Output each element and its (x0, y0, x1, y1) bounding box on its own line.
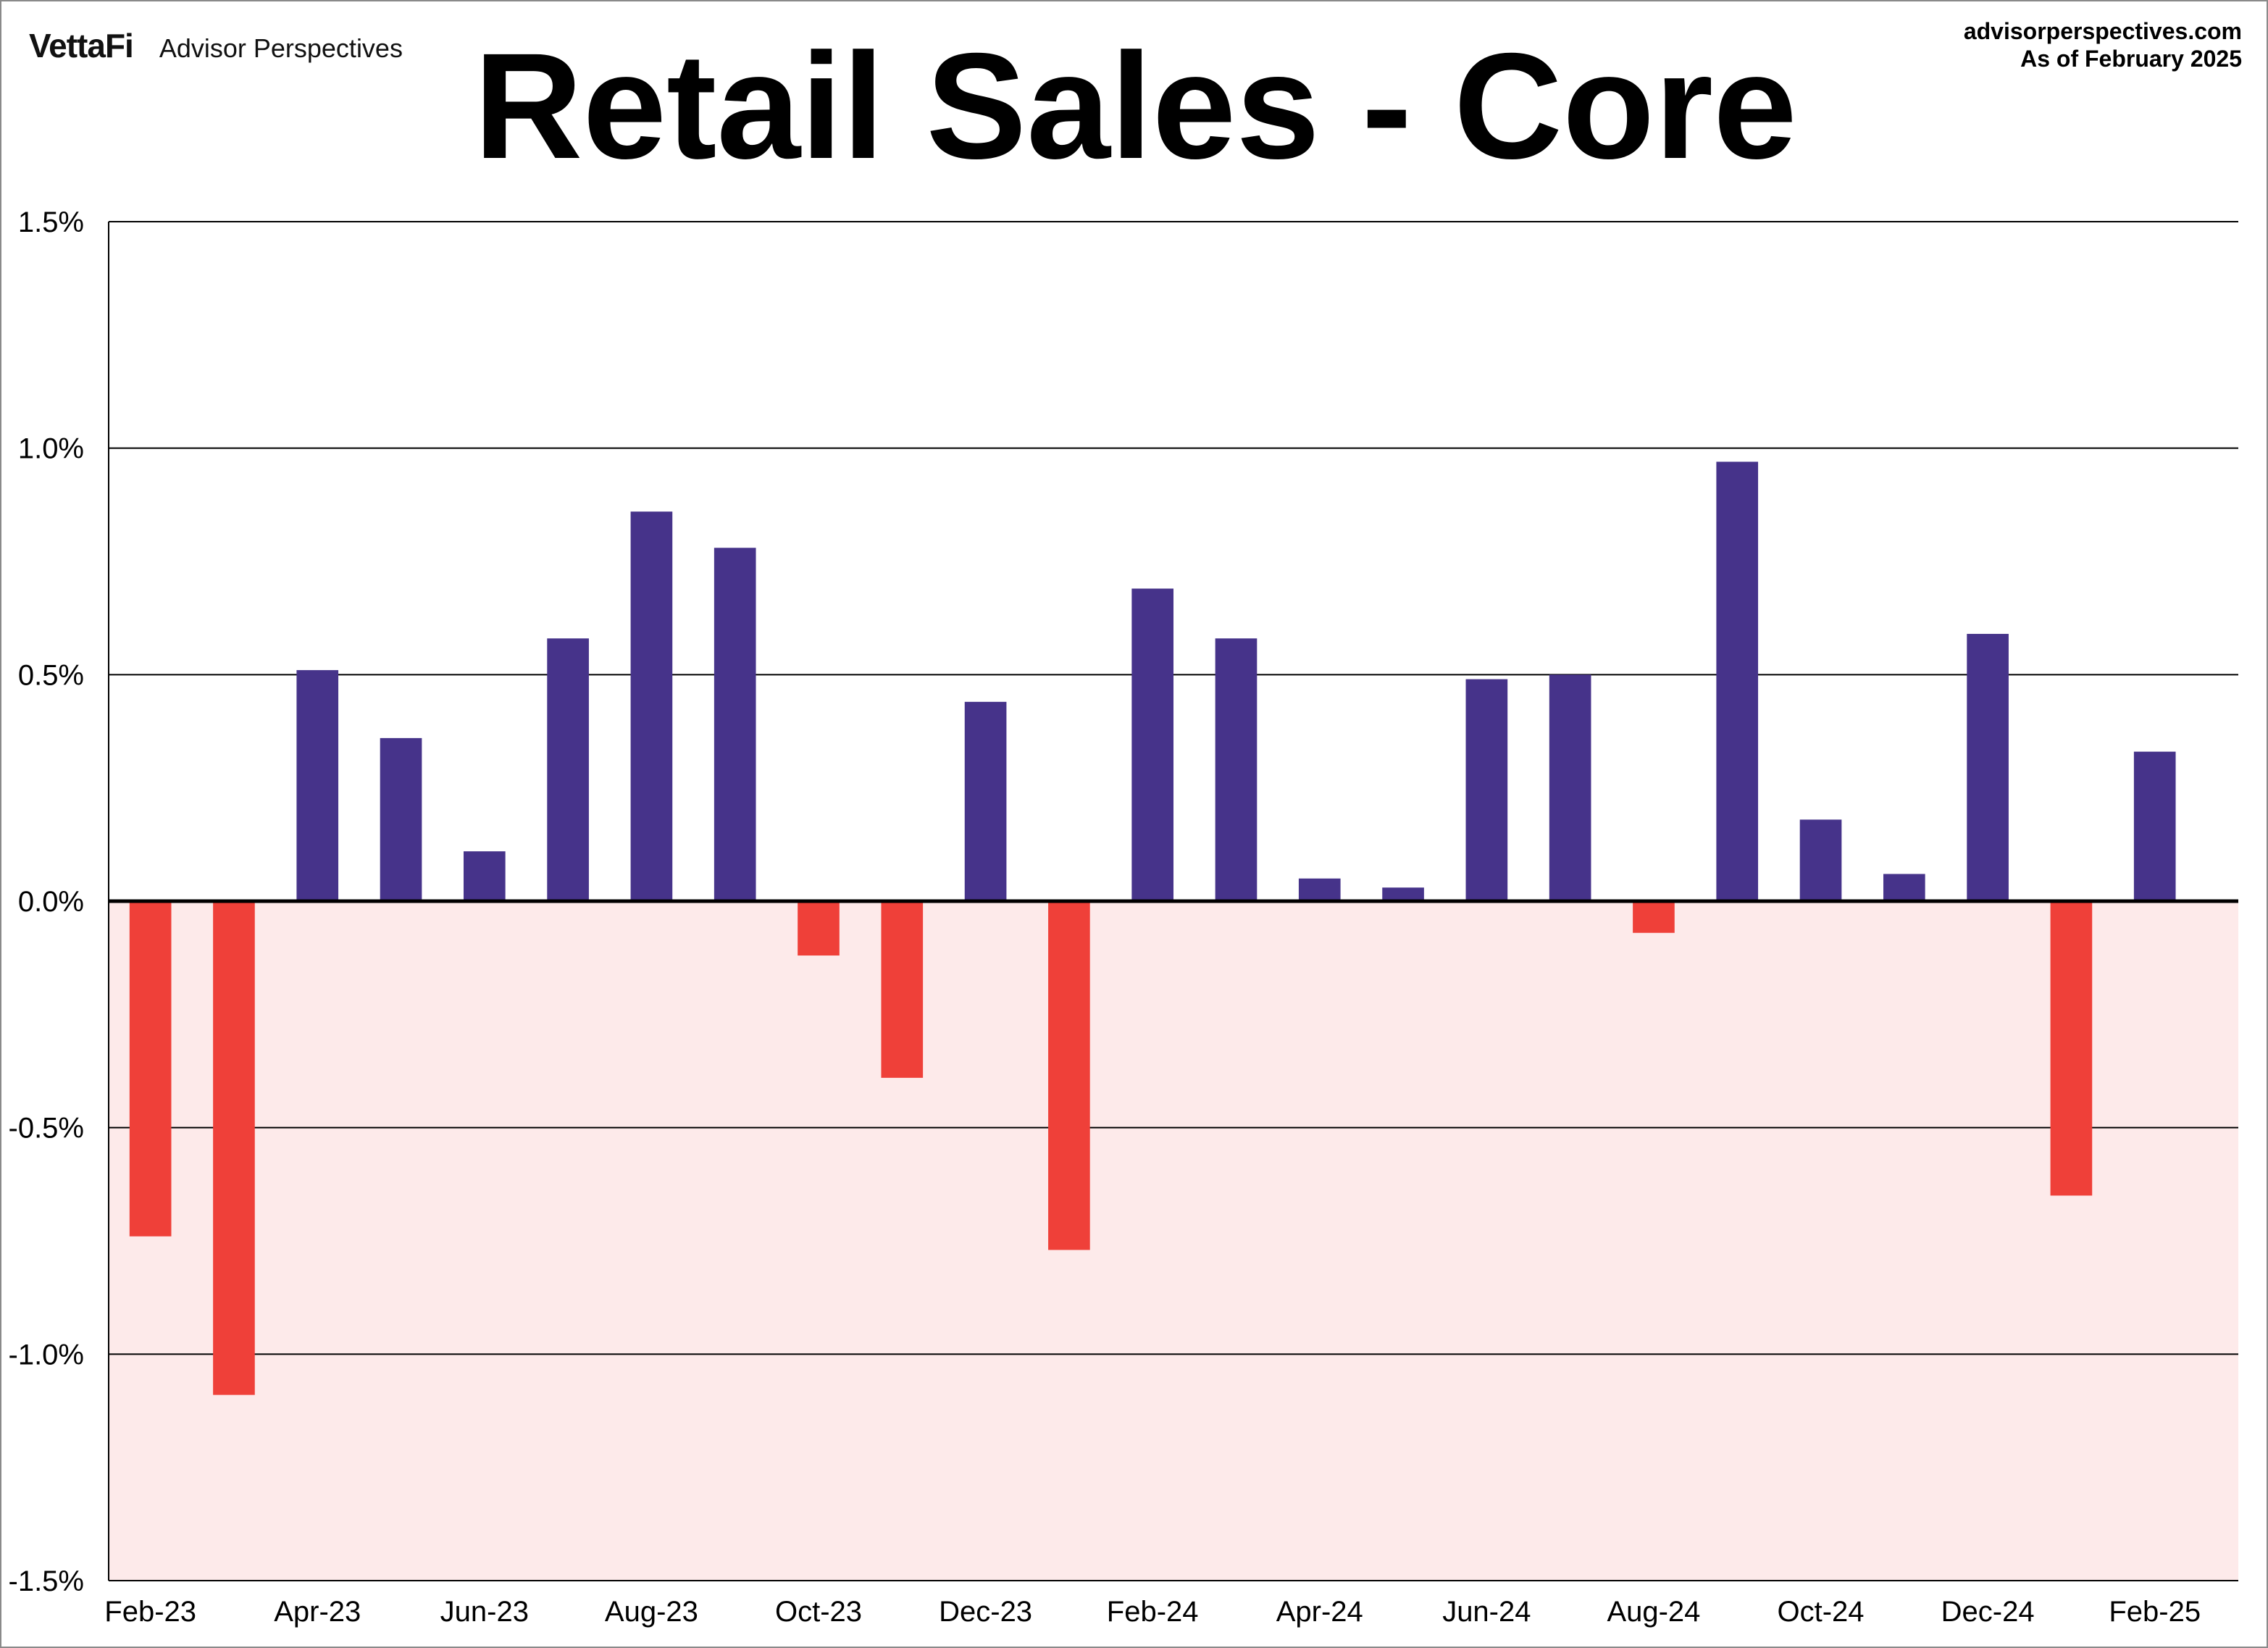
bar-may-24 (1382, 887, 1424, 901)
bar-aug-24 (1633, 901, 1675, 933)
bar-sep-23 (714, 548, 756, 901)
y-tick-label: 0.5% (18, 659, 84, 691)
bar-apr-23 (296, 670, 339, 901)
as-of-date: As of February 2025 (2020, 46, 2242, 72)
bar-feb-23 (129, 901, 172, 1237)
x-tick-label: Aug-23 (605, 1596, 698, 1628)
x-tick-label: Dec-23 (939, 1596, 1032, 1628)
bar-apr-24 (1298, 878, 1341, 901)
vettafi-logo: VettaFi (29, 27, 134, 64)
bar-jul-23 (547, 638, 589, 901)
negative-zone (109, 901, 2238, 1581)
chart-title: Retail Sales - Core (474, 22, 1797, 191)
y-tick-label: -1.0% (9, 1339, 85, 1371)
bar-jun-24 (1465, 679, 1508, 901)
source-block: advisorperspectives.com As of February 2… (1964, 17, 2242, 72)
x-tick-label: Feb-23 (104, 1596, 196, 1628)
x-tick-label: Feb-24 (1107, 1596, 1199, 1628)
source-url: advisorperspectives.com (1963, 18, 2242, 44)
x-tick-label: Dec-24 (1941, 1596, 2035, 1628)
bar-sep-24 (1716, 461, 1759, 901)
x-tick-label: Aug-24 (1607, 1596, 1700, 1628)
x-tick-label: Feb-25 (2109, 1596, 2201, 1628)
bar-jul-24 (1549, 674, 1591, 901)
bar-jan-24 (1048, 901, 1090, 1250)
x-tick-label: Apr-24 (1276, 1596, 1363, 1628)
y-tick-label: 1.0% (18, 433, 84, 465)
y-tick-label: 0.0% (18, 886, 84, 918)
y-tick-label: 1.5% (18, 206, 84, 238)
bar-mar-24 (1215, 638, 1258, 901)
bar-nov-24 (1883, 874, 1925, 901)
bar-jun-23 (464, 851, 506, 901)
bar-nov-23 (881, 901, 924, 1078)
x-tick-label: Apr-23 (274, 1596, 361, 1628)
bar-mar-23 (213, 901, 255, 1395)
brand-name: Advisor Perspectives (159, 33, 403, 63)
bar-oct-23 (798, 901, 840, 956)
x-tick-label: Oct-23 (775, 1596, 862, 1628)
bar-feb-24 (1131, 588, 1173, 901)
bar-may-23 (380, 737, 422, 901)
x-tick-label: Jun-24 (1442, 1596, 1531, 1628)
y-tick-label: -1.5% (9, 1565, 85, 1597)
bar-dec-24 (1967, 634, 2009, 901)
x-tick-label: Jun-23 (440, 1596, 529, 1628)
bar-feb-25 (2133, 751, 2176, 901)
brand: VettaFi Advisor Perspectives (29, 26, 403, 65)
y-tick-label: -0.5% (9, 1113, 85, 1145)
bar-aug-23 (630, 511, 673, 901)
bar-oct-24 (1799, 819, 1842, 901)
bar-dec-23 (964, 701, 1007, 901)
bar-jan-25 (2050, 901, 2093, 1196)
x-tick-label: Oct-24 (1778, 1596, 1865, 1628)
